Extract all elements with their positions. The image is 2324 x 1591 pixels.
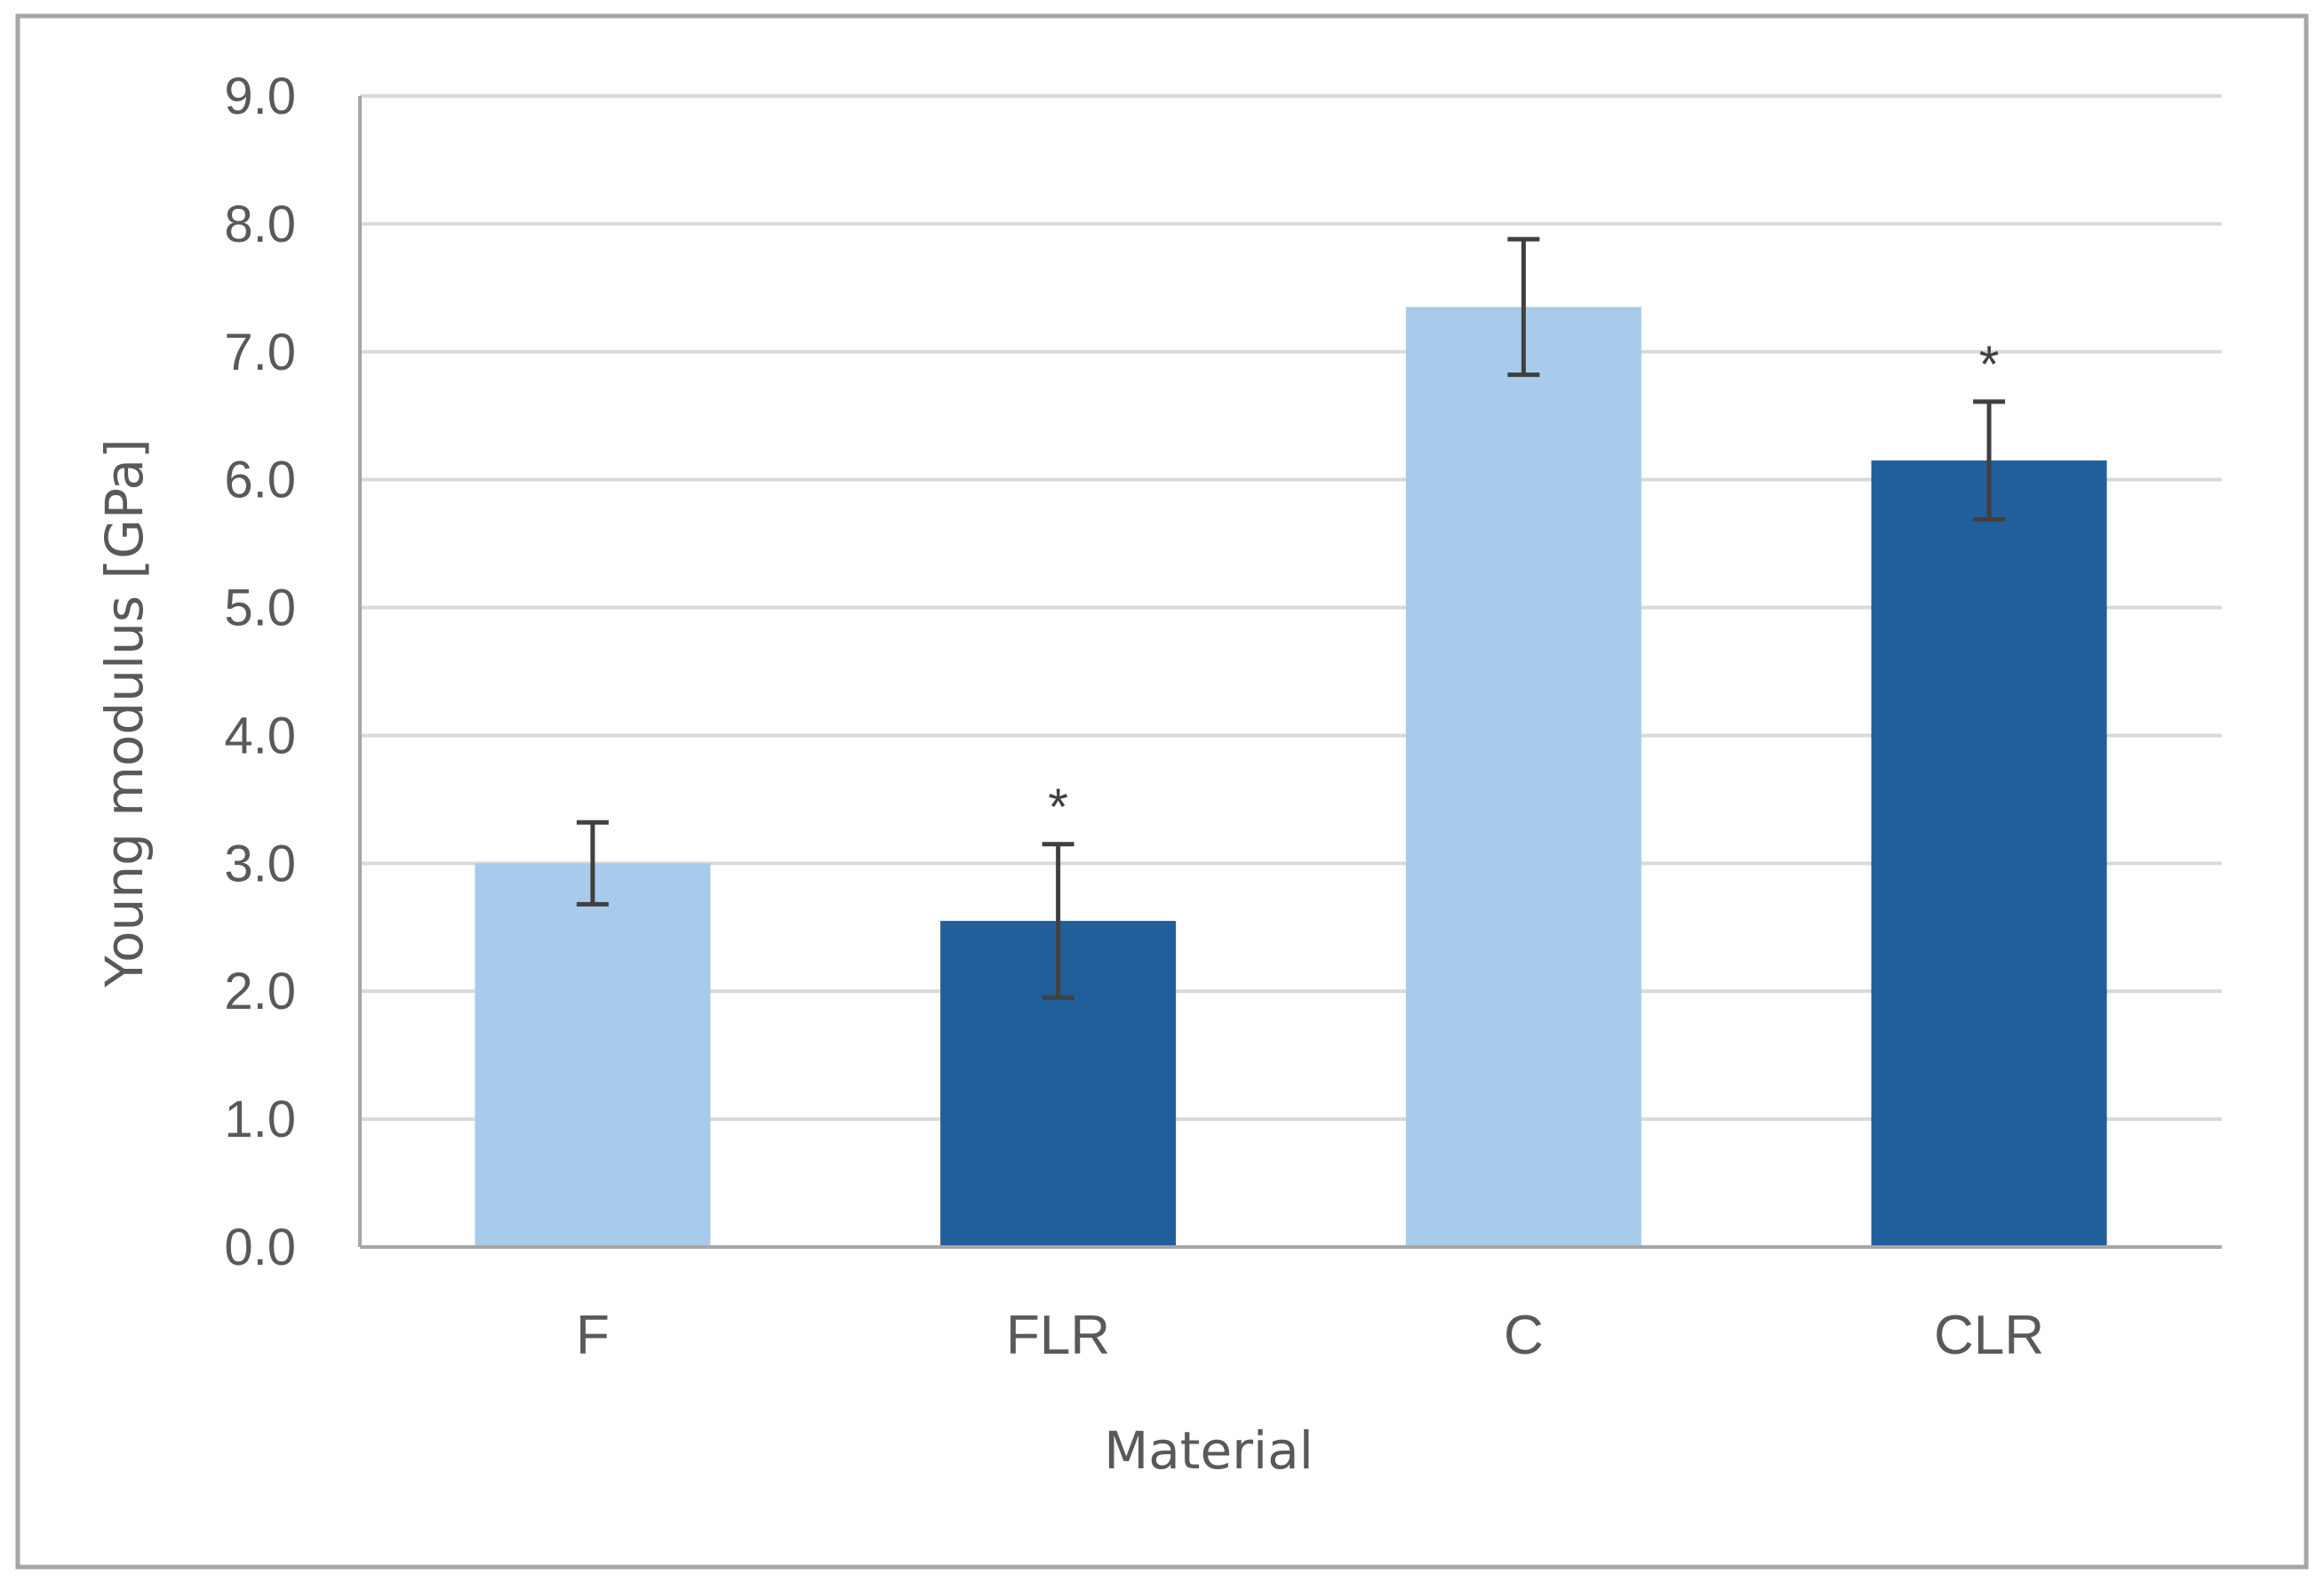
y-tick-label-8: 8.0 <box>224 196 296 253</box>
error-bar-F <box>576 819 609 907</box>
y-tick-label-2: 2.0 <box>224 963 296 1020</box>
bar-C <box>1405 307 1641 1248</box>
y-tick-label-0: 0.0 <box>224 1219 296 1276</box>
annotations: ** <box>1048 336 1999 836</box>
y-tick-label-3: 3.0 <box>224 835 296 892</box>
x-category-label-FLR: FLR <box>1006 1305 1110 1366</box>
error-bars <box>576 236 2006 1000</box>
y-tick-label-7: 7.0 <box>224 324 296 381</box>
x-category-label-C: C <box>1504 1305 1544 1366</box>
y-tick-label-9: 9.0 <box>224 68 296 125</box>
y-tick-label-4: 4.0 <box>224 707 296 764</box>
y-tick-labels: 0.0 1.0 2.0 3.0 4.0 5.0 6.0 7.0 8.0 9.0 <box>224 68 296 1276</box>
error-bar-CLR <box>1973 399 2006 522</box>
x-category-labels: F FLR C CLR <box>576 1305 2044 1366</box>
x-category-label-CLR: CLR <box>1934 1305 2044 1366</box>
y-axis-title: Young modulus [GPa] <box>94 438 155 987</box>
error-bar-C <box>1507 236 1540 378</box>
y-tick-label-6: 6.0 <box>224 452 296 509</box>
y-tick-label-5: 5.0 <box>224 580 296 637</box>
error-bar-FLR <box>1042 842 1074 1000</box>
x-category-label-F: F <box>576 1305 610 1366</box>
x-axis-title: Material <box>1104 1420 1314 1481</box>
bar-CLR <box>1871 460 2107 1247</box>
significance-marker-CLR: * <box>1979 336 2000 394</box>
significance-marker-FLR: * <box>1048 779 1068 836</box>
bar-F <box>475 863 711 1247</box>
y-tick-label-1: 1.0 <box>224 1091 296 1148</box>
